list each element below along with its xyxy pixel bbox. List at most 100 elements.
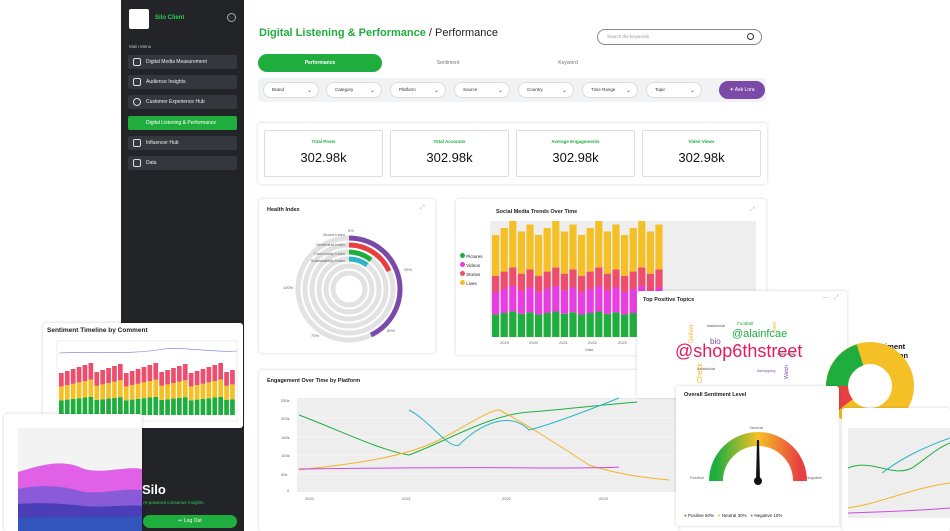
- stacked-bar-segment: [655, 224, 663, 270]
- brand-filter[interactable]: Brand ⌄: [263, 82, 319, 98]
- country-filter[interactable]: Country ⌄: [518, 82, 574, 98]
- timeline-bar-segment: [218, 363, 223, 380]
- x-tick: 2019: [500, 340, 510, 345]
- stacked-bar-segment: [535, 292, 543, 315]
- tab-bar: Performance Sentiment Keyword: [258, 54, 766, 72]
- expand-icon[interactable]: ⤢: [834, 295, 839, 301]
- stacked-bar-segment: [621, 275, 629, 293]
- timeline-bar-segment: [165, 399, 170, 415]
- time-range-filter[interactable]: Time Range ⌄: [582, 82, 638, 98]
- legend-label: Negative: [754, 513, 773, 518]
- sidebar-item-audience[interactable]: Audience Insights: [128, 75, 237, 89]
- stacked-bar-segment: [543, 289, 551, 314]
- word-cloud-term: Football: [737, 321, 754, 326]
- legend-label: Pictures: [466, 254, 483, 259]
- sidebar-item-data[interactable]: Data: [128, 156, 237, 170]
- topic-filter[interactable]: Topic ⌄: [646, 82, 702, 98]
- card-title: Overall Sentiment Level: [684, 392, 747, 398]
- stacked-bar-segment: [492, 275, 500, 293]
- title-sub: Performance: [435, 27, 499, 39]
- timeline-bar-segment: [153, 396, 159, 415]
- ask-lora-button[interactable]: ✦ Ask Lora: [719, 81, 765, 99]
- series-label: Sustainability Index: [311, 258, 345, 263]
- tab-sentiment[interactable]: Sentiment: [436, 60, 460, 66]
- stacked-bar-segment: [517, 313, 525, 337]
- timeline-bar-segment: [70, 398, 76, 415]
- timeline-bar-segment: [200, 369, 206, 384]
- sidebar-item-influencer[interactable]: Influencer Hub: [128, 136, 237, 150]
- headset-icon: [133, 98, 141, 106]
- timeline-bar-segment: [212, 397, 218, 415]
- tab-performance[interactable]: Performance: [258, 54, 382, 72]
- source-filter[interactable]: Source ⌄: [454, 82, 510, 98]
- health-index-card: Health Index ⤢ Brand Index Sentiment Ind…: [259, 199, 435, 353]
- legend-item: Lives: [460, 280, 483, 289]
- timeline-bar-segment: [147, 365, 153, 381]
- timeline-bar-segment: [188, 386, 194, 401]
- timeline-bar-segment: [212, 365, 218, 381]
- timeline-bar-segment: [123, 373, 129, 387]
- stacked-bar-segment: [509, 285, 517, 312]
- timeline-bar-segment: [224, 399, 229, 415]
- timeline-bar-segment: [118, 364, 123, 381]
- logout-button[interactable]: ↩ Log Out: [143, 515, 237, 528]
- stacked-bar-segment: [578, 234, 586, 276]
- gauge-label: Negative: [806, 475, 823, 480]
- search-input[interactable]: Search the keywords: [597, 29, 762, 45]
- legend-item: Videos: [460, 262, 483, 271]
- stacked-bar-segment: [492, 292, 500, 315]
- kpi-label: Average Engagements: [551, 139, 600, 144]
- timeline-bar-segment: [59, 373, 64, 387]
- stacked-bar-segment: [517, 273, 525, 291]
- stacked-bar-segment: [500, 289, 508, 314]
- timeline-bar-segment: [147, 381, 153, 398]
- timeline-bar-segment: [212, 381, 218, 398]
- ask-label: Ask Lora: [734, 87, 755, 93]
- sidebar-item-label: Audience Insights: [146, 79, 186, 85]
- search-icon[interactable]: [747, 33, 754, 40]
- positive-topics-card: Top Positive Topics — ⤢ @shop6thstreet @…: [637, 291, 847, 398]
- gauge-pivot: [754, 477, 762, 485]
- partial-line-chart-card: [842, 408, 950, 531]
- stacked-bar-segment: [560, 231, 568, 274]
- stacked-bar-segment: [543, 227, 551, 272]
- legend-dot: [460, 280, 465, 285]
- area-chart-card: [4, 414, 142, 531]
- timeline-trend-line: [58, 348, 238, 354]
- stacked-bar-segment: [621, 314, 629, 337]
- sidebar-item-cx-hub[interactable]: Customer Experience Hub: [128, 95, 237, 109]
- timeline-bar-segment: [112, 397, 117, 415]
- sidebar-item-digital-listening[interactable]: Digital Listening & Performance: [128, 116, 237, 130]
- timeline-bar-segment: [224, 372, 229, 386]
- timeline-bar-segment: [123, 386, 129, 401]
- legend-dot: [460, 253, 465, 258]
- stacked-bar-segment: [569, 269, 577, 288]
- stacked-bar-segment: [595, 221, 603, 268]
- kpi-label: Video Views: [688, 139, 715, 144]
- brand-tagline: AI-powered consumer insights.: [143, 500, 205, 505]
- sidebar-item-digital-media[interactable]: Digital Media Measurement: [128, 55, 237, 69]
- legend-value: 60%: [705, 513, 715, 518]
- stacked-bar-segment: [586, 271, 594, 290]
- collapse-sidebar-icon[interactable]: ←: [227, 13, 236, 22]
- card-title: Health Index: [267, 207, 300, 213]
- platform-filter[interactable]: Platform ⌄: [390, 82, 446, 98]
- category-filter[interactable]: Category ⌄: [326, 82, 382, 98]
- stacked-bar-segment: [629, 227, 637, 272]
- stacked-bar-segment: [646, 231, 654, 274]
- tab-keyword[interactable]: Keyword: [558, 60, 578, 66]
- legend-label: Lives: [466, 281, 477, 286]
- timeline-bar-segment: [100, 384, 105, 400]
- x-tick: 2020: [305, 496, 315, 501]
- sidebar-item-label: Data: [146, 160, 157, 166]
- stacked-bar-segment: [595, 311, 603, 337]
- expand-icon[interactable]: ⤢: [750, 207, 755, 213]
- line-series-orange: [847, 482, 950, 509]
- expand-icon[interactable]: ⤢: [420, 205, 425, 211]
- timeline-bar-segment: [165, 370, 170, 385]
- stacked-bar-segment: [509, 311, 517, 337]
- minimize-icon[interactable]: —: [823, 295, 829, 301]
- sentiment-timeline-card: Sentiment Timeline by Comment: [43, 323, 243, 428]
- stacked-bar-segment: [526, 312, 534, 337]
- timeline-bar-segment: [153, 363, 159, 380]
